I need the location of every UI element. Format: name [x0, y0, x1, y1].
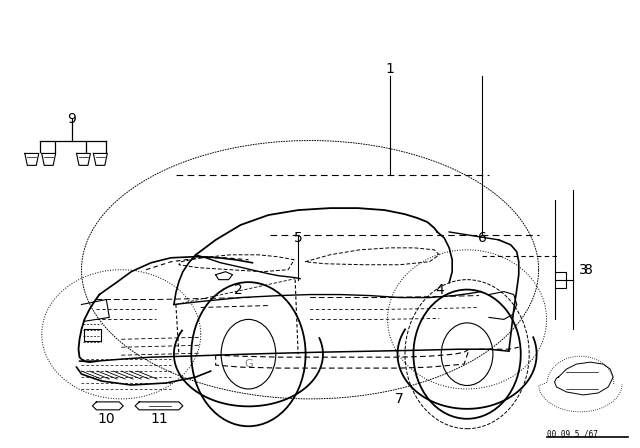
Text: 2: 2	[234, 283, 243, 297]
Text: 10: 10	[97, 412, 115, 426]
Text: G: G	[244, 359, 253, 369]
Text: 8: 8	[584, 263, 593, 277]
Text: 3: 3	[579, 263, 588, 277]
Text: 4: 4	[435, 283, 444, 297]
Text: 00 09 5 /67: 00 09 5 /67	[547, 430, 598, 439]
Text: 1: 1	[385, 62, 394, 76]
Text: 6: 6	[477, 231, 486, 245]
Text: 5: 5	[294, 231, 303, 245]
Text: 11: 11	[150, 412, 168, 426]
Text: 7: 7	[395, 392, 404, 406]
Text: 9: 9	[67, 112, 76, 125]
